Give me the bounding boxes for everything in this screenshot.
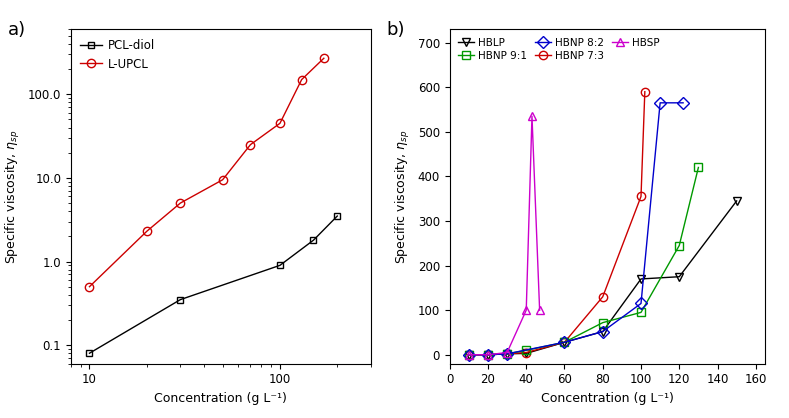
HBNP 9:1 bbox=[522, 348, 531, 353]
HBNP 8:2 bbox=[679, 100, 688, 105]
HBNP 9:1 bbox=[694, 165, 703, 170]
HBNP 7:3 bbox=[636, 194, 645, 199]
HBSP bbox=[527, 114, 537, 119]
HBNP 8:2 bbox=[559, 340, 569, 345]
HBNP 7:3 bbox=[522, 350, 531, 355]
Legend: PCL-diol, L-UPCL: PCL-diol, L-UPCL bbox=[77, 35, 159, 74]
L-UPCL bbox=[275, 121, 285, 126]
L-UPCL bbox=[319, 56, 328, 61]
Line: HBNP 9:1: HBNP 9:1 bbox=[465, 163, 702, 359]
HBSP bbox=[522, 308, 531, 313]
HBNP 8:2 bbox=[656, 100, 665, 105]
HBNP 9:1 bbox=[464, 352, 473, 357]
HBNP 8:2 bbox=[503, 352, 512, 357]
L-UPCL bbox=[142, 229, 151, 234]
L-UPCL bbox=[176, 201, 185, 206]
HBNP 7:3 bbox=[503, 352, 512, 357]
HBLP bbox=[522, 351, 531, 356]
HBNP 7:3 bbox=[483, 352, 492, 357]
Line: HBSP: HBSP bbox=[465, 112, 544, 359]
HBNP 8:2 bbox=[636, 301, 645, 306]
HBLP bbox=[675, 274, 684, 279]
HBNP 9:1 bbox=[598, 320, 608, 325]
L-UPCL bbox=[218, 177, 227, 182]
HBNP 9:1 bbox=[483, 352, 492, 357]
HBSP bbox=[503, 350, 512, 355]
X-axis label: Concentration (g L⁻¹): Concentration (g L⁻¹) bbox=[155, 392, 287, 405]
HBSP bbox=[464, 352, 473, 357]
PCL-diol bbox=[308, 238, 318, 243]
HBNP 9:1 bbox=[675, 243, 684, 248]
HBLP bbox=[464, 352, 473, 357]
HBLP bbox=[483, 352, 492, 357]
PCL-diol bbox=[84, 351, 94, 356]
HBNP 7:3 bbox=[559, 340, 569, 345]
HBLP bbox=[636, 276, 645, 281]
HBLP bbox=[732, 199, 742, 204]
Text: a): a) bbox=[8, 21, 26, 39]
Y-axis label: Specific viscosity, $\eta_{sp}$: Specific viscosity, $\eta_{sp}$ bbox=[394, 129, 412, 264]
PCL-diol bbox=[332, 214, 342, 219]
HBLP bbox=[598, 329, 608, 334]
Line: L-UPCL: L-UPCL bbox=[85, 54, 328, 291]
Y-axis label: Specific viscosity, $\eta_{sp}$: Specific viscosity, $\eta_{sp}$ bbox=[5, 129, 22, 264]
PCL-diol bbox=[275, 263, 285, 268]
HBNP 8:2 bbox=[464, 352, 473, 357]
Line: HBLP: HBLP bbox=[465, 197, 741, 359]
HBNP 9:1 bbox=[503, 352, 512, 357]
HBNP 8:2 bbox=[483, 352, 492, 357]
L-UPCL bbox=[245, 142, 255, 147]
X-axis label: Concentration (g L⁻¹): Concentration (g L⁻¹) bbox=[541, 392, 674, 405]
L-UPCL bbox=[84, 284, 94, 289]
HBNP 7:3 bbox=[598, 294, 608, 299]
HBNP 9:1 bbox=[559, 340, 569, 345]
HBNP 7:3 bbox=[464, 352, 473, 357]
HBSP bbox=[483, 352, 492, 357]
L-UPCL bbox=[297, 77, 306, 82]
HBLP bbox=[503, 352, 512, 357]
Line: HBNP 7:3: HBNP 7:3 bbox=[465, 87, 649, 359]
HBNP 9:1 bbox=[636, 310, 645, 315]
HBLP bbox=[559, 340, 569, 345]
Legend: HBLP, HBNP 9:1, HBNP 8:2, HBNP 7:3, HBSP: HBLP, HBNP 9:1, HBNP 8:2, HBNP 7:3, HBSP bbox=[455, 34, 663, 64]
HBSP bbox=[535, 308, 544, 313]
PCL-diol bbox=[176, 297, 185, 302]
Line: HBNP 8:2: HBNP 8:2 bbox=[465, 99, 687, 359]
HBNP 8:2 bbox=[598, 329, 608, 334]
Line: PCL-diol: PCL-diol bbox=[86, 213, 341, 357]
HBNP 7:3 bbox=[640, 89, 649, 94]
Text: b): b) bbox=[387, 21, 405, 39]
